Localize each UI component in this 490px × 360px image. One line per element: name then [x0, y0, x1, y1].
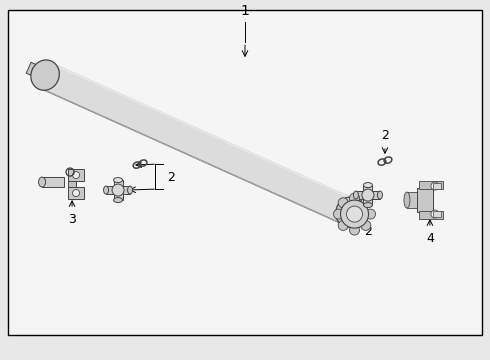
Polygon shape	[417, 188, 433, 212]
Text: 4: 4	[426, 232, 434, 245]
Circle shape	[362, 189, 374, 201]
Ellipse shape	[353, 191, 359, 199]
Circle shape	[349, 193, 360, 203]
Polygon shape	[26, 62, 46, 80]
Polygon shape	[356, 191, 380, 199]
Polygon shape	[42, 177, 64, 187]
Circle shape	[73, 190, 79, 197]
Polygon shape	[114, 180, 122, 200]
Ellipse shape	[31, 60, 59, 90]
Circle shape	[349, 225, 360, 235]
Circle shape	[431, 210, 439, 218]
Ellipse shape	[364, 203, 372, 208]
Ellipse shape	[103, 186, 109, 194]
Polygon shape	[364, 185, 372, 205]
Text: 2: 2	[381, 129, 389, 142]
Circle shape	[338, 198, 348, 208]
Polygon shape	[419, 211, 443, 219]
Circle shape	[361, 198, 371, 208]
Circle shape	[338, 220, 348, 230]
Circle shape	[112, 184, 124, 196]
Circle shape	[341, 200, 368, 228]
Circle shape	[366, 209, 375, 219]
Circle shape	[361, 220, 371, 230]
Text: 3: 3	[68, 213, 76, 226]
Circle shape	[73, 172, 79, 179]
Circle shape	[346, 206, 363, 222]
Text: 2: 2	[167, 171, 175, 184]
Ellipse shape	[127, 186, 132, 194]
Ellipse shape	[114, 198, 122, 203]
Polygon shape	[419, 181, 443, 189]
Polygon shape	[433, 211, 441, 217]
Ellipse shape	[114, 177, 122, 183]
Text: 1: 1	[241, 4, 249, 18]
Polygon shape	[68, 169, 84, 181]
Polygon shape	[68, 187, 84, 199]
Ellipse shape	[39, 177, 46, 187]
Polygon shape	[106, 186, 130, 194]
Polygon shape	[407, 192, 417, 208]
Circle shape	[334, 209, 343, 219]
Polygon shape	[39, 62, 356, 225]
Ellipse shape	[336, 197, 364, 227]
Ellipse shape	[377, 191, 383, 199]
Text: 2: 2	[364, 225, 372, 238]
Ellipse shape	[364, 183, 372, 188]
Polygon shape	[68, 175, 76, 193]
Ellipse shape	[404, 192, 410, 208]
Polygon shape	[433, 183, 441, 189]
Circle shape	[431, 182, 439, 190]
